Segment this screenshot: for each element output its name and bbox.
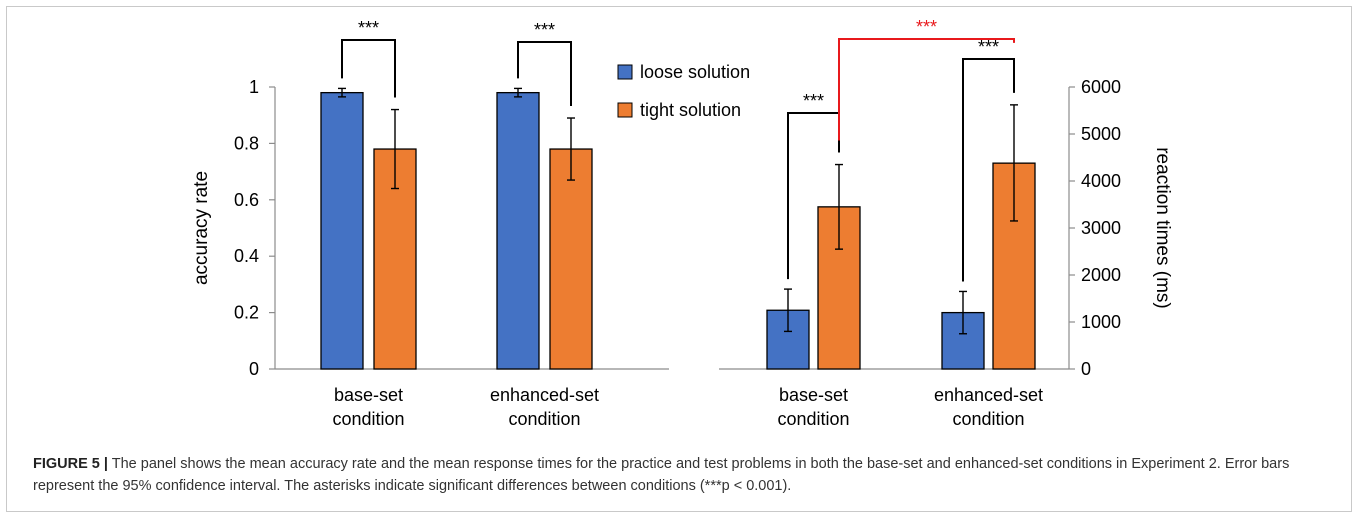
- legend-label-1: tight solution: [640, 100, 741, 120]
- legend-label-0: loose solution: [640, 62, 750, 82]
- y-tick-label: 0.4: [234, 246, 259, 266]
- y-tick-label: 2000: [1081, 265, 1121, 285]
- reaction-time-chart: 0 1000 2000 3000 4000 5000 6000 reaction times …: [719, 17, 1173, 429]
- category-label: enhanced-set: [934, 385, 1043, 405]
- category-label: condition: [952, 409, 1024, 429]
- sig-right-cross-label: ***: [916, 17, 937, 37]
- caption-text: The panel shows the mean accuracy rate a…: [33, 456, 1290, 494]
- y-tick-label: 0.6: [234, 190, 259, 210]
- y-tick-label: 0.2: [234, 303, 259, 323]
- legend-swatch-1: [617, 102, 633, 118]
- sig-left-0-label: ***: [358, 18, 379, 38]
- y-tick-label: 1000: [1081, 312, 1121, 332]
- y-tick-label: 0.8: [234, 133, 259, 153]
- sig-left-0-bracket: [341, 39, 396, 98]
- category-label: base-set: [779, 385, 848, 405]
- sig-right-1-bracket: [962, 58, 1015, 282]
- figure-frame: 0 0.2 0.4 0.6 0.8 1 accuracy rate base-set condi…: [6, 6, 1352, 512]
- y-tick-label: 0: [249, 359, 259, 379]
- category-label: base-set: [334, 385, 403, 405]
- y-axis-title: reaction times (ms): [1152, 147, 1173, 309]
- y-axis-title: accuracy rate: [191, 171, 212, 285]
- sig-left-1-label: ***: [534, 20, 555, 40]
- y-tick-label: 3000: [1081, 218, 1121, 238]
- legend: loose solution tight solution: [617, 62, 750, 120]
- bar-tight: [549, 148, 593, 370]
- y-tick-label: 5000: [1081, 124, 1121, 144]
- legend-swatch-0: [617, 64, 633, 80]
- sig-right-cross-bracket: [838, 38, 1015, 141]
- figure-chart: 0 0.2 0.4 0.6 0.8 1 accuracy rate base-set condi…: [191, 17, 1173, 429]
- y-tick-label: 4000: [1081, 171, 1121, 191]
- figure-caption: FIGURE 5 | The panel shows the mean accu…: [33, 453, 1333, 497]
- bar-loose: [941, 311, 985, 370]
- y-tick-label: 0: [1081, 359, 1091, 379]
- sig-left-1-bracket: [517, 41, 572, 107]
- bar-loose: [320, 91, 364, 370]
- accuracy-chart: 0 0.2 0.4 0.6 0.8 1 accuracy rate base-set condi…: [191, 18, 669, 429]
- category-label: condition: [777, 409, 849, 429]
- category-label: condition: [332, 409, 404, 429]
- caption-label: FIGURE 5 |: [33, 456, 108, 472]
- sig-right-0-label: ***: [803, 91, 824, 111]
- y-tick-label: 1: [249, 77, 259, 97]
- sig-right-1-label: ***: [978, 37, 999, 57]
- bar-loose: [496, 91, 540, 370]
- category-label: condition: [508, 409, 580, 429]
- category-label: enhanced-set: [490, 385, 599, 405]
- y-tick-label: 6000: [1081, 77, 1121, 97]
